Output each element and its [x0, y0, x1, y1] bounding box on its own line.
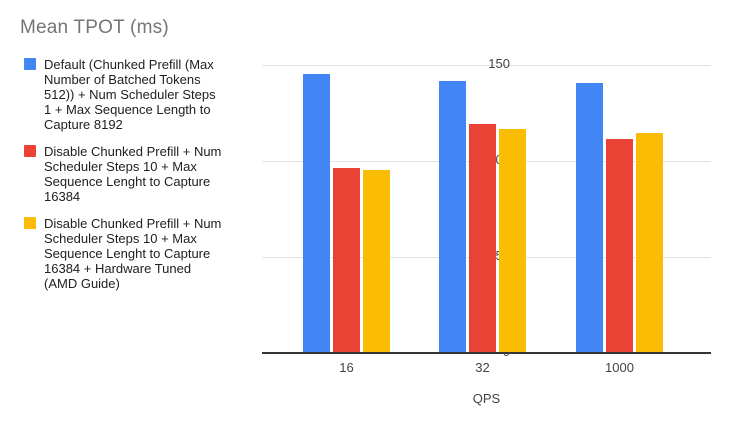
x-tick-label-16: 16	[339, 360, 354, 375]
legend-label: Disable Chunked Prefill + Num Scheduler …	[44, 144, 222, 204]
legend-item-3: Disable Chunked Prefill + Num Scheduler …	[24, 216, 228, 291]
plot-area: 050100150	[262, 56, 711, 359]
bar-series2-qps1000	[606, 138, 633, 352]
x-tick-label-1000: 1000	[605, 360, 634, 375]
y-tick-label-150: 150	[488, 56, 510, 71]
bar-group-32	[439, 56, 526, 352]
legend-item-2: Disable Chunked Prefill + Num Scheduler …	[24, 144, 228, 204]
bar-series3-qps32	[499, 129, 526, 352]
chart-title: Mean TPOT (ms)	[20, 17, 169, 38]
legend-swatch-icon	[24, 145, 36, 157]
legend-swatch-icon	[24, 58, 36, 70]
bar-series1-qps32	[439, 81, 466, 352]
bar-series1-qps16	[303, 73, 330, 352]
bar-group-16	[303, 56, 390, 352]
legend-item-1: Default (Chunked Prefill (Max Number of …	[24, 57, 228, 132]
legend-swatch-icon	[24, 217, 36, 229]
legend-label: Default (Chunked Prefill (Max Number of …	[44, 57, 216, 132]
legend: Default (Chunked Prefill (Max Number of …	[24, 57, 228, 291]
legend-label: Disable Chunked Prefill + Num Scheduler …	[44, 216, 222, 291]
bar-series3-qps16	[363, 169, 390, 352]
bar-series2-qps32	[469, 123, 496, 352]
bar-group-1000	[576, 56, 663, 352]
x-tick-label-32: 32	[475, 360, 490, 375]
bar-series2-qps16	[333, 167, 360, 352]
x-axis-line	[262, 352, 711, 354]
bar-series3-qps1000	[636, 133, 663, 352]
bar-series1-qps1000	[576, 83, 603, 352]
x-axis-title: QPS	[472, 391, 501, 406]
gridline-150	[262, 65, 711, 66]
